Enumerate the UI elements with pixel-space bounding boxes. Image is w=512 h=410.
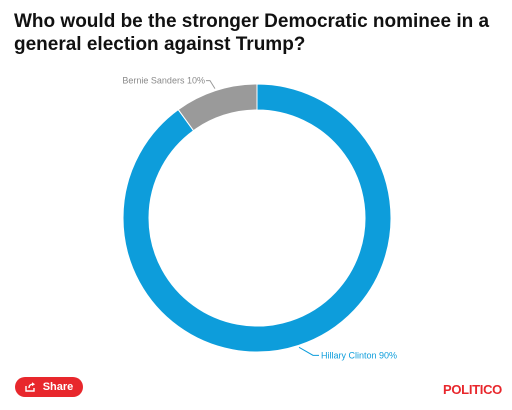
share-label: Share (42, 381, 74, 393)
share-button[interactable]: Share (15, 377, 83, 397)
politico-logo: POLITICO (443, 382, 502, 397)
leader-line-bernie-sanders (205, 80, 216, 89)
leader-line-hillary-clinton (298, 346, 320, 356)
data-label-hillary-clinton: Hillary Clinton 90% (321, 350, 397, 360)
slice-bernie-sanders (177, 83, 258, 132)
share-icon (25, 382, 36, 392)
chart-title: Who would be the stronger Democratic nom… (14, 11, 490, 55)
data-label-bernie-sanders: Bernie Sanders 10% (122, 76, 205, 86)
slice-hillary-clinton (122, 83, 392, 353)
